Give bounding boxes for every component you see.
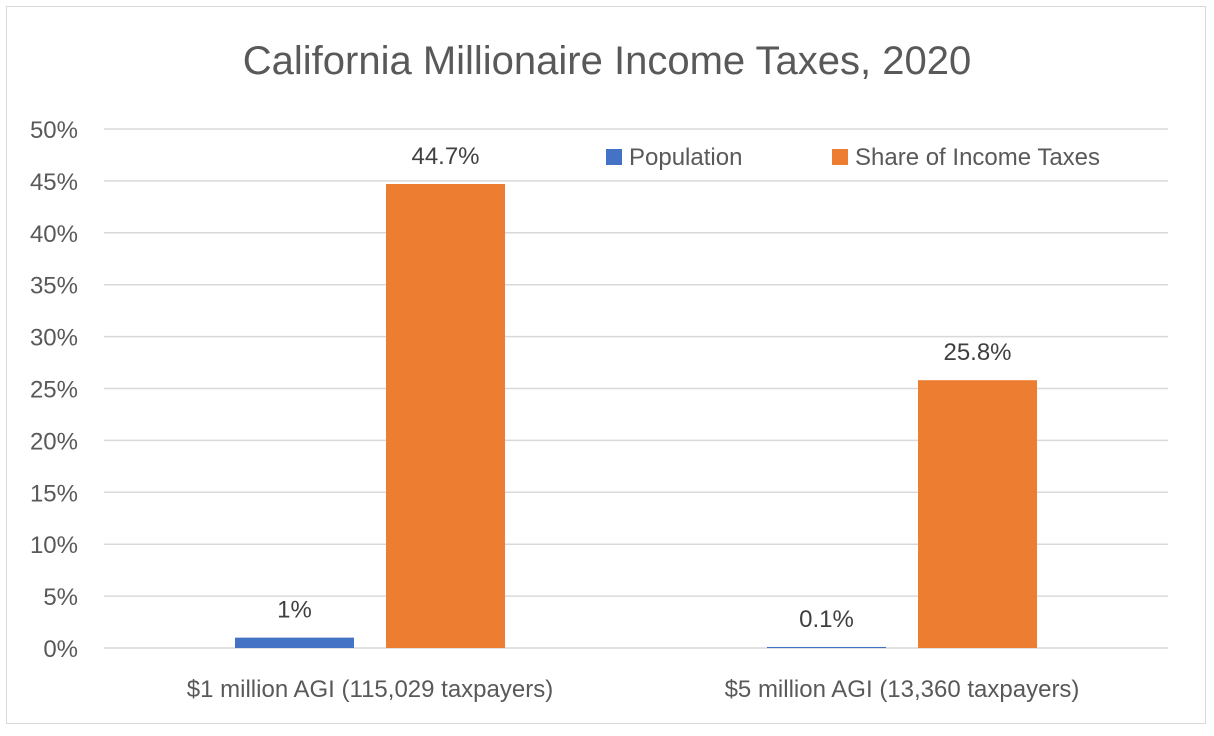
y-tick-label: 50%: [30, 117, 78, 144]
y-tick-label: 30%: [30, 325, 78, 352]
y-tick-label: 40%: [30, 221, 78, 248]
y-tick-label: 0%: [43, 636, 78, 663]
y-tick-label: 20%: [30, 428, 78, 455]
data-labels: 1% 44.7% 0.1% 25.8%: [277, 143, 1011, 633]
data-label: 1%: [277, 597, 312, 624]
data-label: 44.7%: [411, 143, 479, 170]
x-category-label: $1 million AGI (115,029 taxpayers): [187, 676, 553, 703]
legend-label: Population: [629, 144, 742, 171]
data-label: 0.1%: [799, 606, 854, 633]
data-label: 25.8%: [943, 339, 1011, 366]
bars: [235, 184, 1037, 648]
y-tick-label: 10%: [30, 532, 78, 559]
legend-swatch: [832, 149, 848, 165]
legend-swatch: [606, 149, 622, 165]
y-tick-label: 45%: [30, 169, 78, 196]
y-tick-label: 35%: [30, 273, 78, 300]
chart-title: California Millionaire Income Taxes, 202…: [243, 39, 972, 83]
legend: Population Share of Income Taxes: [606, 144, 1100, 171]
x-axis-categories: $1 million AGI (115,029 taxpayers) $5 mil…: [187, 676, 1080, 703]
legend-label: Share of Income Taxes: [855, 144, 1100, 171]
bar: [918, 380, 1037, 648]
y-tick-label: 15%: [30, 480, 78, 507]
y-tick-label: 25%: [30, 377, 78, 404]
y-tick-label: 5%: [43, 584, 78, 611]
y-axis-ticks: 0% 5% 10% 15% 20% 25% 30% 35% 40% 45% 50%: [30, 117, 78, 663]
bar: [767, 646, 886, 648]
bar: [235, 637, 354, 648]
bar: [386, 184, 505, 648]
x-category-label: $5 million AGI (13,360 taxpayers): [725, 676, 1080, 703]
